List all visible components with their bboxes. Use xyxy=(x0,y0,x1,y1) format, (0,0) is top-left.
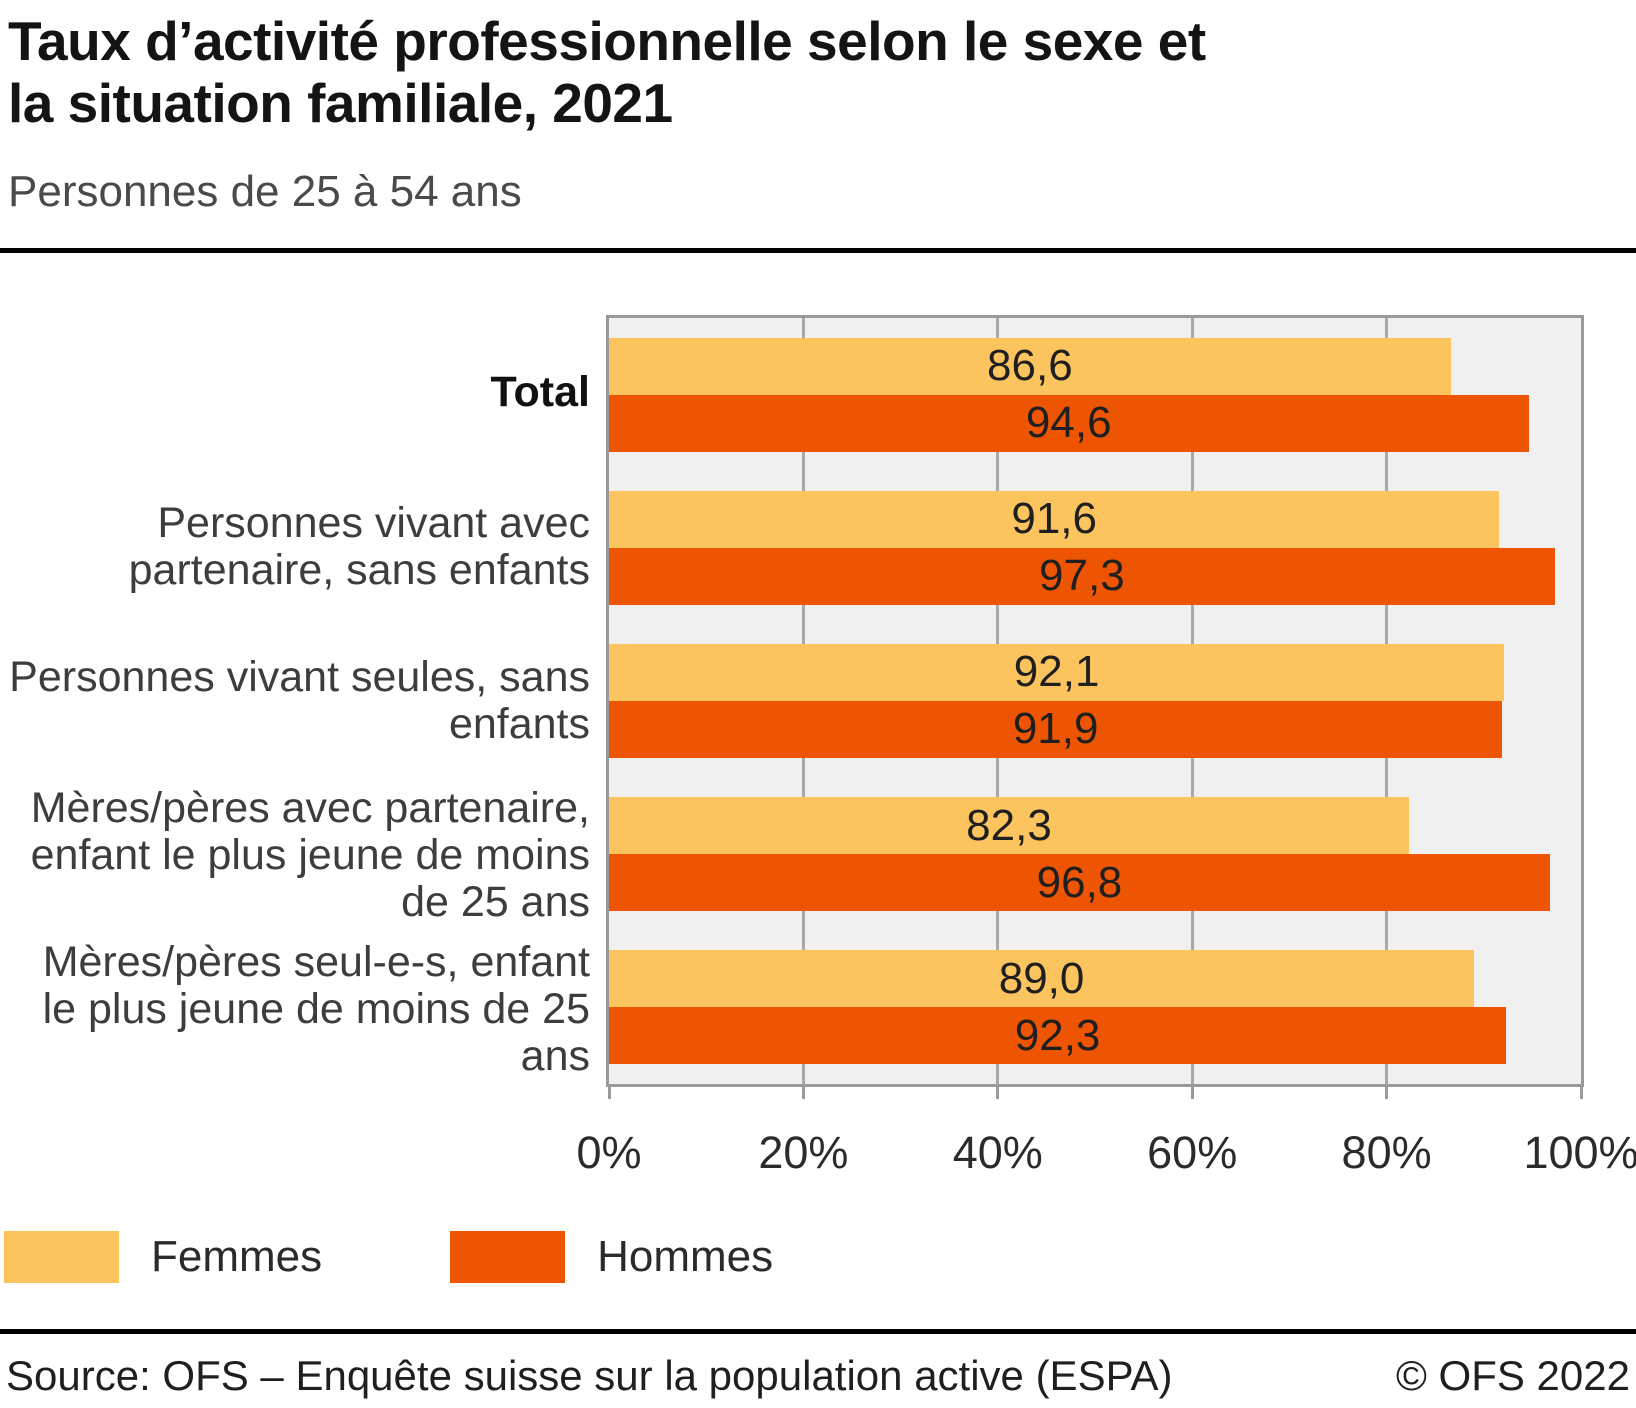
bar-group: 92,1 91,9 xyxy=(609,624,1581,777)
tick-mark-80 xyxy=(1385,1087,1389,1099)
figure: Taux d’activité professionnelle selon le… xyxy=(0,10,1636,1408)
tick-mark-20 xyxy=(801,1087,805,1099)
legend-swatch-hommes xyxy=(450,1231,566,1283)
category-label: Personnes vivant seules, sans enfants xyxy=(9,652,590,748)
bar-femmes: 91,6 xyxy=(609,490,1500,548)
value-label: 96,8 xyxy=(1036,857,1123,907)
legend-label: Femmes xyxy=(151,1232,323,1281)
value-label: 91,6 xyxy=(1011,494,1097,544)
copyright-note: © OFS 2022 xyxy=(1395,1352,1630,1399)
bar-hommes: 96,8 xyxy=(609,854,1550,912)
value-label: 92,1 xyxy=(1013,647,1100,697)
legend-entry-hommes: Hommes xyxy=(450,1231,773,1283)
plot-area: 86,6 94,6 91,6 97,3 92,1 91,9 82,3 96,8 89,0 92,3 xyxy=(606,315,1584,1099)
bar-femmes: 82,3 xyxy=(609,797,1409,855)
footer: Source: OFS – Enquête suisse sur la popu… xyxy=(6,1352,1630,1400)
page-title: Taux d’activité professionnelle selon le… xyxy=(8,10,1636,134)
bar-group: 89,0 92,3 xyxy=(609,931,1581,1084)
title-line-2: la situation familiale, 2021 xyxy=(8,72,673,134)
bar-group: 82,3 96,8 xyxy=(609,778,1581,931)
x-tick-label-80: 80% xyxy=(1341,1127,1432,1178)
bar-femmes: 89,0 xyxy=(609,950,1475,1008)
value-label: 89,0 xyxy=(998,953,1085,1003)
title-line-1: Taux d’activité professionnelle selon le… xyxy=(8,10,1206,72)
category-label: Total xyxy=(490,367,590,416)
x-tick-label-20: 20% xyxy=(758,1127,849,1178)
tick-mark-100 xyxy=(1579,1087,1583,1099)
x-tick-label-60: 60% xyxy=(1147,1127,1238,1178)
bar-hommes: 94,6 xyxy=(609,394,1529,452)
bar-hommes: 91,9 xyxy=(609,700,1503,758)
source-note: Source: OFS – Enquête suisse sur la popu… xyxy=(6,1352,1173,1399)
legend-swatch-femmes xyxy=(4,1231,119,1283)
value-label: 94,6 xyxy=(1025,398,1112,448)
legend-entry-femmes: Femmes xyxy=(4,1231,322,1283)
top-divider xyxy=(0,248,1636,253)
bar-femmes: 92,1 xyxy=(609,643,1505,701)
category-label: Mères/pères avec partenaire, enfant le p… xyxy=(30,783,590,926)
legend: Femmes Hommes xyxy=(4,1231,1636,1283)
category-label: Mères/pères seul-e-s, enfant le plus jeu… xyxy=(42,938,590,1081)
bar-hommes: 92,3 xyxy=(609,1007,1507,1065)
bar-chart: Total Personnes vivant avec partenaire, s… xyxy=(0,315,1636,1099)
category-labels-column: Total Personnes vivant avec partenaire, s… xyxy=(0,315,606,1087)
tick-mark-60 xyxy=(1190,1087,1194,1099)
tick-mark-0 xyxy=(607,1087,611,1099)
value-label: 82,3 xyxy=(966,800,1052,850)
bar-group: 91,6 97,3 xyxy=(609,471,1581,624)
value-label: 91,9 xyxy=(1012,704,1099,754)
value-label: 92,3 xyxy=(1014,1010,1101,1060)
bar-hommes: 97,3 xyxy=(609,547,1555,605)
bottom-divider xyxy=(0,1329,1636,1334)
category-label: Personnes vivant avec partenaire, sans e… xyxy=(128,498,590,594)
legend-label: Hommes xyxy=(597,1232,774,1281)
x-tick-label-40: 40% xyxy=(952,1127,1043,1178)
x-tick-label-0: 0% xyxy=(576,1127,642,1178)
value-label: 97,3 xyxy=(1039,551,1125,601)
bar-group: 86,6 94,6 xyxy=(609,318,1581,471)
subtitle: Personnes de 25 à 54 ans xyxy=(8,167,522,216)
x-tick-label-100: 100% xyxy=(1523,1127,1636,1178)
bar-femmes: 86,6 xyxy=(609,337,1451,395)
value-label: 86,6 xyxy=(987,341,1073,391)
x-axis: 0% 20% 40% 60% 80% 100% xyxy=(576,1127,1636,1178)
tick-mark-40 xyxy=(996,1087,1000,1099)
